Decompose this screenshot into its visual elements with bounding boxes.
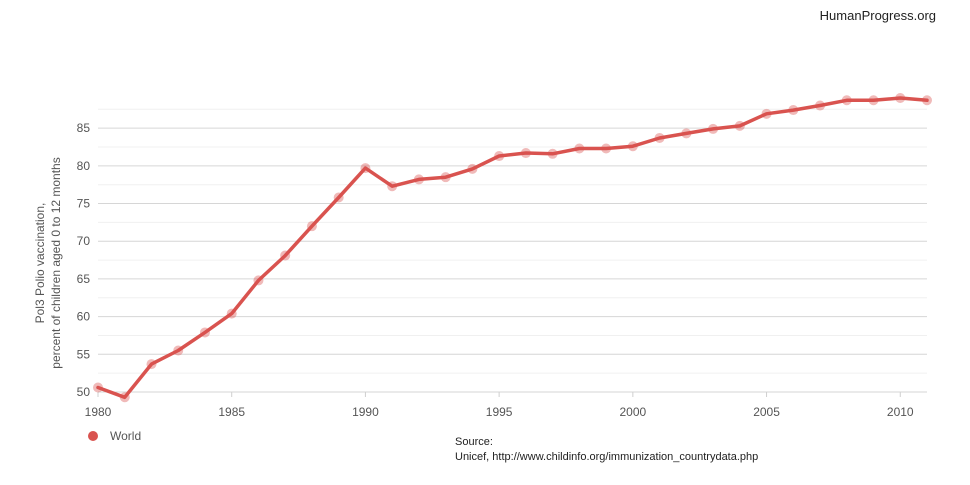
data-point[interactable]	[654, 132, 665, 143]
y-axis-ticks: 50 55 60 65 70 75 80 85	[77, 121, 91, 399]
y-tick-label: 50	[77, 385, 91, 399]
y-tick-label: 85	[77, 121, 91, 135]
brand-label: HumanProgress.org	[819, 8, 936, 23]
source-title: Source:	[455, 436, 493, 448]
x-tick-label: 2000	[619, 405, 646, 419]
data-point[interactable]	[280, 250, 291, 261]
legend-label: World	[110, 429, 142, 443]
data-point[interactable]	[413, 174, 424, 185]
data-point[interactable]	[494, 151, 505, 162]
source-note: Source: Unicef, http://www.childinfo.org…	[455, 435, 758, 465]
data-point[interactable]	[440, 172, 451, 183]
data-point[interactable]	[815, 100, 826, 111]
data-point[interactable]	[734, 120, 745, 131]
data-point[interactable]	[146, 359, 157, 370]
x-tick-label: 1995	[486, 405, 513, 419]
y-tick-label: 55	[77, 347, 91, 361]
series-world	[93, 93, 932, 403]
data-point[interactable]	[627, 141, 638, 152]
x-tick-label: 1980	[85, 405, 112, 419]
data-point[interactable]	[199, 327, 210, 338]
legend-marker-icon	[88, 431, 98, 441]
data-point[interactable]	[93, 382, 103, 393]
data-point[interactable]	[173, 345, 184, 356]
data-point[interactable]	[467, 163, 478, 174]
data-point[interactable]	[841, 95, 852, 106]
legend-item-world[interactable]: World	[88, 429, 141, 443]
y-tick-label: 60	[77, 310, 91, 324]
data-point[interactable]	[547, 148, 558, 159]
y-tick-label: 65	[77, 272, 91, 286]
x-tick-label: 1985	[218, 405, 245, 419]
data-point[interactable]	[868, 95, 879, 106]
x-tick-label: 2010	[887, 405, 914, 419]
data-point[interactable]	[333, 192, 344, 203]
data-point[interactable]	[226, 308, 237, 319]
y-tick-label: 70	[77, 234, 91, 248]
data-point[interactable]	[520, 148, 531, 159]
y-axis-label-line2: percent of children aged 0 to 12 months	[49, 157, 63, 368]
y-tick-label: 80	[77, 159, 91, 173]
data-point[interactable]	[681, 128, 692, 139]
data-point[interactable]	[788, 105, 799, 116]
source-text: Unicef, http://www.childinfo.org/immuniz…	[455, 451, 759, 463]
data-point[interactable]	[360, 163, 371, 174]
data-point[interactable]	[119, 392, 130, 403]
grid-lines	[98, 108, 927, 393]
data-point[interactable]	[253, 275, 264, 286]
x-tick-label: 1990	[352, 405, 379, 419]
data-point[interactable]	[387, 181, 398, 192]
y-axis-label: Pol3 Polio vaccination, percent of child…	[33, 157, 63, 368]
data-point[interactable]	[708, 123, 719, 134]
x-tick-label: 2005	[753, 405, 780, 419]
y-tick-label: 75	[77, 197, 91, 211]
y-axis-label-line1: Pol3 Polio vaccination,	[33, 203, 47, 324]
data-point[interactable]	[761, 108, 772, 119]
x-axis-ticks: 1980 1985 1990 1995 2000 2005 2010	[85, 392, 914, 419]
data-point[interactable]	[601, 143, 612, 154]
data-point[interactable]	[306, 221, 317, 232]
data-point[interactable]	[922, 95, 932, 106]
series-line	[96, 96, 929, 400]
data-point[interactable]	[895, 93, 906, 103]
data-point[interactable]	[574, 143, 585, 154]
